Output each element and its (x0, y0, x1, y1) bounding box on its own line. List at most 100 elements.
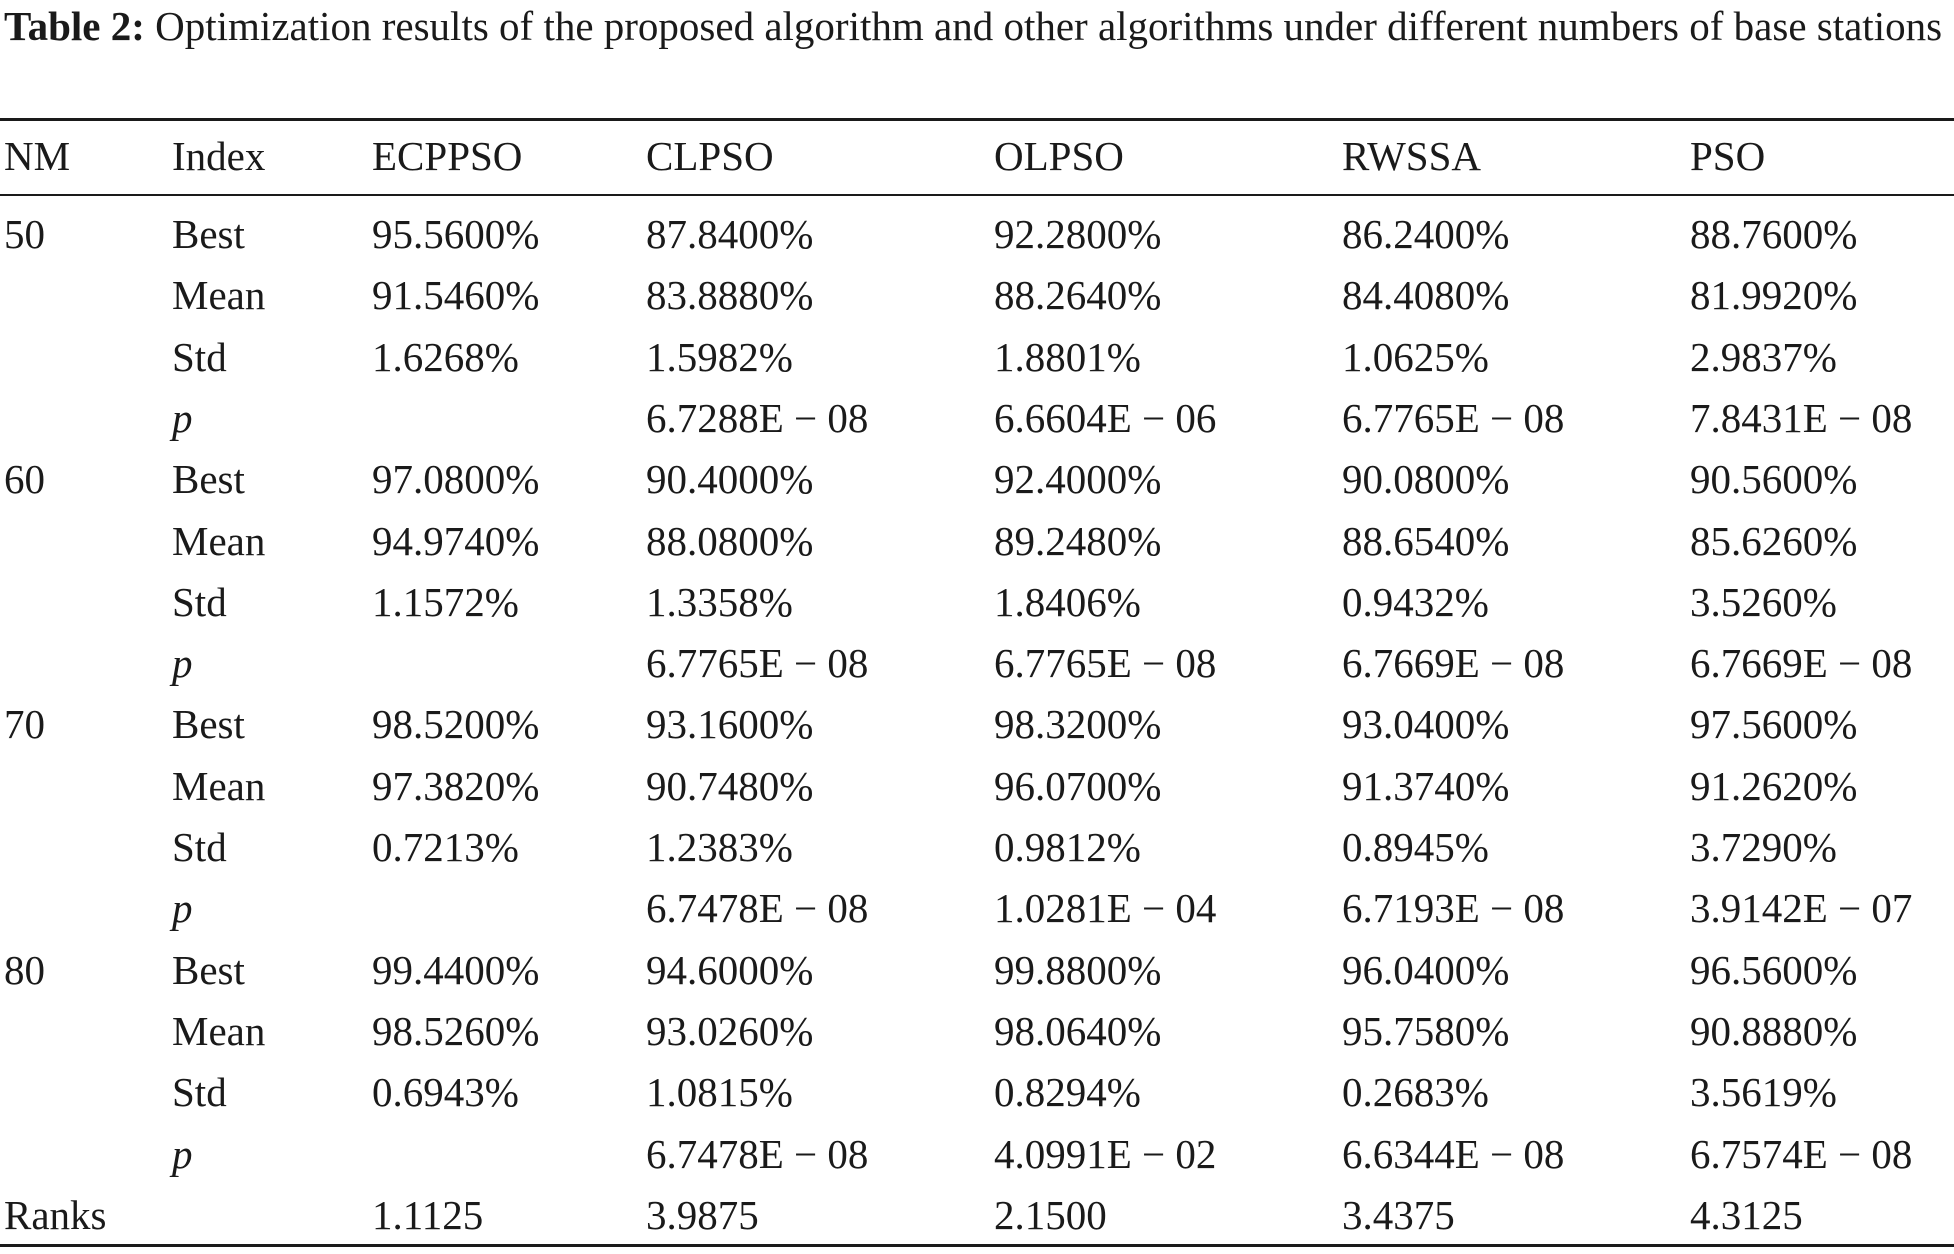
table-cell: 3.9875 (646, 1191, 759, 1238)
table-cell: 94.9740% (372, 517, 540, 564)
table-cell: Best (172, 211, 245, 257)
table-cell: 6.7478E − 08 (646, 885, 869, 932)
table-caption: Table 2: Optimization results of the pro… (4, 0, 1954, 52)
table-cell: 1.5982% (646, 333, 793, 380)
table-cell: ECPPSO (372, 133, 523, 179)
table-cell: Index (172, 133, 266, 179)
table-cell: 97.3820% (372, 762, 540, 809)
ranks-row: Ranks 1.1125 3.9875 2.1500 3.4375 4.3125 (0, 1185, 1954, 1246)
table-cell: Mean (172, 1007, 266, 1054)
table-cell: 1.8406% (994, 578, 1141, 625)
table-cell: 90.4000% (646, 456, 814, 503)
table-row: Std 1.1572% 1.3358% 1.8406% 0.9432% 3.5260% (0, 572, 1954, 633)
table-cell: 99.4400% (372, 946, 540, 993)
table-cell: p (172, 1130, 193, 1177)
table-cell: NM (4, 133, 71, 179)
table-cell: 60 (4, 456, 45, 503)
table-cell: 6.7288E − 08 (646, 394, 869, 441)
table-cell: Best (172, 946, 245, 993)
table-cell: 6.7193E − 08 (1342, 885, 1565, 932)
table-cell: 1.8801% (994, 333, 1141, 380)
table-cell: 98.3200% (994, 701, 1162, 748)
table-cell: p (172, 640, 193, 687)
table-cell: 88.0800% (646, 517, 814, 564)
table-cell: 1.0281E − 04 (994, 885, 1217, 932)
table-cell: 96.0400% (1342, 946, 1510, 993)
table-cell: 88.6540% (1342, 517, 1510, 564)
table-row: Std 1.6268% 1.5982% 1.8801% 1.0625% 2.9837% (0, 327, 1954, 388)
table-cell: 0.8945% (1342, 824, 1489, 870)
table-cell: 1.3358% (646, 578, 793, 625)
table-cell: 4.0991E − 02 (994, 1130, 1217, 1177)
table-cell: Ranks (4, 1191, 107, 1238)
table-cell: 6.7574E − 08 (1690, 1130, 1913, 1177)
table-row: Mean 97.3820% 90.7480% 96.0700% 91.3740% 91.2… (0, 756, 1954, 817)
table-cell: 1.0625% (1342, 333, 1489, 380)
table-cell: Best (172, 701, 245, 748)
table-cell: 91.5460% (372, 272, 540, 319)
table-cell: 3.5260% (1690, 578, 1837, 625)
table-cell: 83.8880% (646, 272, 814, 319)
table-cell: Best (172, 456, 245, 503)
table-cell: 97.0800% (372, 456, 540, 503)
caption-label: Table 2: (4, 3, 145, 49)
table-cell: 6.7765E − 08 (994, 640, 1217, 687)
table-cell: 90.7480% (646, 762, 814, 809)
table-cell: 93.0260% (646, 1007, 814, 1054)
header-rule (0, 194, 1954, 196)
table-cell: 7.8431E − 08 (1690, 394, 1913, 441)
table-cell: 95.7580% (1342, 1007, 1510, 1054)
table-cell: 88.7600% (1690, 211, 1858, 257)
table-cell: 6.7478E − 08 (646, 1130, 869, 1177)
table-cell: RWSSA (1342, 133, 1481, 179)
table-cell: 3.4375 (1342, 1191, 1455, 1238)
table-row: 60 Best 97.0800% 90.4000% 92.4000% 90.0800% 90… (0, 449, 1954, 510)
table-cell: 2.9837% (1690, 333, 1837, 380)
table-cell: 99.8800% (994, 946, 1162, 993)
table-row: 80 Best 99.4400% 94.6000% 99.8800% 96.0400% 96… (0, 940, 1954, 1001)
table-cell: Mean (172, 272, 266, 319)
table-cell: 6.7669E − 08 (1690, 640, 1913, 687)
table-cell: 86.2400% (1342, 211, 1510, 257)
table-cell: 98.5200% (372, 701, 540, 748)
table-cell: 88.2640% (994, 272, 1162, 319)
table-cell: 0.8294% (994, 1069, 1141, 1116)
table-cell: 1.6268% (372, 333, 519, 380)
table-cell: 0.9432% (1342, 578, 1489, 625)
table-cell: 91.2620% (1690, 762, 1858, 809)
table-cell: OLPSO (994, 133, 1124, 179)
bottom-rule (0, 1244, 1954, 1247)
table-cell: 0.2683% (1342, 1069, 1489, 1116)
table-cell: 95.5600% (372, 211, 540, 257)
caption-text: Optimization results of the proposed alg… (144, 3, 1943, 49)
table-row: 70 Best 98.5200% 93.1600% 98.3200% 93.0400% 97… (0, 694, 1954, 755)
table-cell: 1.1572% (372, 578, 519, 625)
table-cell: Std (172, 1069, 227, 1116)
table-cell: 98.0640% (994, 1007, 1162, 1054)
table-cell: 90.5600% (1690, 456, 1858, 503)
table-cell: 3.9142E − 07 (1690, 885, 1913, 932)
table-cell: 94.6000% (646, 946, 814, 993)
table-row: p 6.7478E − 08 1.0281E − 04 6.7193E − 08 3.9… (0, 878, 1954, 939)
table-row: Mean 91.5460% 83.8880% 88.2640% 84.4080% 81.9… (0, 265, 1954, 326)
table-row: Mean 98.5260% 93.0260% 98.0640% 95.7580% 90.8… (0, 1001, 1954, 1062)
top-rule (0, 118, 1954, 121)
table-cell: 70 (4, 701, 45, 748)
table-cell: Mean (172, 762, 266, 809)
table-cell: 93.1600% (646, 701, 814, 748)
table-cell: 6.7765E − 08 (1342, 394, 1565, 441)
table-cell: PSO (1690, 133, 1766, 179)
table-cell: Std (172, 824, 227, 870)
table-cell: 6.6604E − 06 (994, 394, 1217, 441)
table-cell: 0.7213% (372, 824, 519, 870)
table-cell: 1.1125 (372, 1191, 484, 1238)
table-cell: 6.7765E − 08 (646, 640, 869, 687)
table-row: p 6.7288E − 08 6.6604E − 06 6.7765E − 08 7.8… (0, 388, 1954, 449)
table-cell: 50 (4, 211, 45, 257)
table-cell: 91.3740% (1342, 762, 1510, 809)
table-cell: 1.0815% (646, 1069, 793, 1116)
table-cell: 6.6344E − 08 (1342, 1130, 1565, 1177)
table-cell: 96.5600% (1690, 946, 1858, 993)
table-cell: 2.1500 (994, 1191, 1107, 1238)
